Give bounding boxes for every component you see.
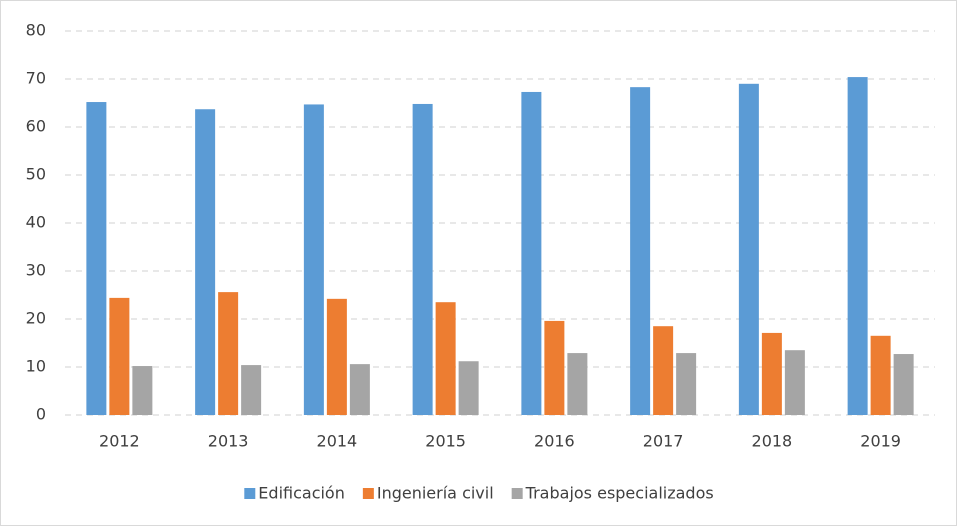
bar	[761, 332, 782, 415]
legend-swatch	[244, 488, 256, 499]
x-tick-label: 2019	[860, 432, 901, 451]
bar	[784, 350, 805, 415]
legend-swatch	[362, 488, 374, 499]
bar	[86, 102, 107, 415]
bar	[630, 87, 651, 415]
bar	[132, 366, 153, 415]
bar	[676, 353, 697, 415]
x-tick-label: 2012	[99, 432, 140, 451]
bar	[893, 354, 914, 415]
y-tick-label: 60	[26, 117, 46, 136]
bar	[303, 104, 324, 415]
bar	[847, 77, 868, 415]
x-tick-label: 2016	[534, 432, 575, 451]
bar	[218, 292, 239, 415]
bar	[241, 365, 262, 415]
y-tick-label: 30	[26, 261, 46, 280]
y-tick-label: 40	[26, 213, 46, 232]
x-tick-label: 2015	[425, 432, 466, 451]
y-tick-label: 20	[26, 309, 46, 328]
bar	[349, 364, 370, 415]
bar	[653, 326, 674, 415]
bar	[567, 353, 588, 415]
x-tick-label: 2018	[752, 432, 793, 451]
y-tick-label: 70	[26, 69, 46, 88]
bar	[544, 320, 565, 415]
y-tick-label: 10	[26, 357, 46, 376]
bar	[870, 335, 891, 415]
legend-label: Edificación	[258, 484, 345, 503]
y-tick-label: 50	[26, 165, 46, 184]
bar	[195, 109, 216, 416]
legend-label: Ingeniería civil	[377, 484, 494, 503]
bar	[521, 91, 542, 416]
y-tick-label: 0	[36, 405, 46, 424]
legend-label: Trabajos especializados	[525, 484, 714, 503]
bar	[458, 361, 479, 415]
y-tick-label: 80	[26, 21, 46, 40]
bar	[109, 297, 130, 415]
x-tick-label: 2014	[317, 432, 358, 451]
bar	[738, 83, 759, 416]
x-tick-label: 2017	[643, 432, 684, 451]
bar	[326, 298, 347, 415]
bar	[412, 103, 433, 416]
legend-swatch	[511, 488, 523, 499]
x-tick-label: 2013	[208, 432, 249, 451]
bar	[435, 302, 456, 415]
